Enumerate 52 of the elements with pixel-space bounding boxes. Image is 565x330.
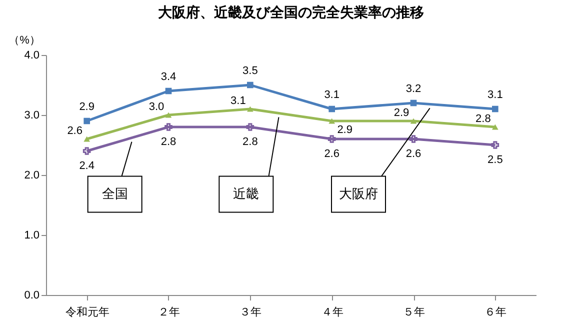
point: [410, 118, 417, 124]
x-tick-label: ４年: [321, 306, 344, 318]
point: [165, 112, 172, 118]
point: [410, 135, 418, 143]
data-label: 2.9: [337, 124, 352, 136]
data-label: 2.6: [324, 148, 340, 160]
y-tick-label: 2.0: [24, 170, 40, 182]
x-tick-label: 令和元年: [65, 306, 110, 318]
point: [328, 118, 335, 124]
y-tick-label: 0.0: [24, 290, 40, 302]
text: 全国: [102, 186, 128, 202]
point: [492, 124, 498, 130]
data-label: 2.5: [488, 154, 503, 166]
text: 大阪府: [339, 186, 378, 202]
data-label: 2.8: [160, 136, 176, 148]
data-label: 2.9: [394, 107, 410, 119]
x-tick-label: ３年: [240, 306, 262, 318]
data-label: 3.0: [148, 101, 164, 113]
data-label: 3.2: [406, 83, 422, 95]
point: [82, 147, 91, 155]
y-tick-label: 3.0: [24, 110, 40, 122]
point: [491, 141, 500, 149]
x-tick-label: ６年: [484, 306, 507, 318]
data-label: 3.1: [230, 95, 246, 107]
y-axis-title: （%）: [8, 34, 40, 46]
x-tick-label: ５年: [403, 306, 425, 318]
data-label: 2.8: [242, 136, 258, 148]
point: [165, 88, 172, 94]
point: [247, 106, 254, 112]
data-label: 3.1: [324, 89, 340, 101]
data-label: 2.4: [79, 160, 94, 172]
data-label: 3.5: [242, 65, 258, 77]
point: [84, 136, 90, 142]
point: [328, 135, 336, 143]
y-tick-label: 4.0: [24, 50, 40, 62]
point: [246, 123, 254, 131]
data-label: 2.9: [79, 101, 94, 113]
text: 近畿: [233, 186, 260, 202]
data-label: 2.6: [67, 125, 82, 137]
data-label: 2.8: [476, 113, 491, 125]
data-label: 3.4: [160, 71, 176, 83]
point: [164, 123, 172, 131]
point: [84, 118, 90, 124]
point: [247, 82, 254, 88]
chart-title: 大阪府、近畿及び全国の完全失業率の推移: [158, 4, 424, 20]
data-label: 3.1: [488, 89, 503, 101]
point: [328, 106, 335, 112]
x-tick-label: ２年: [158, 306, 180, 318]
point: [410, 100, 417, 106]
data-label: 2.6: [406, 148, 422, 160]
y-tick-label: 1.0: [24, 230, 40, 242]
point: [492, 106, 498, 112]
